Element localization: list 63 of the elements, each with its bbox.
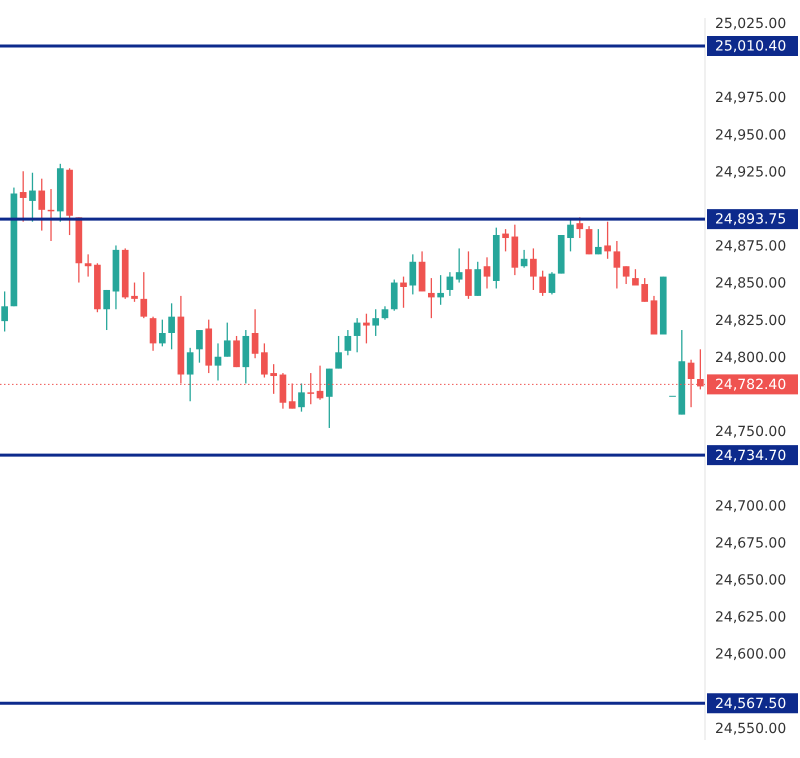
ref-line-label: 24,734.70: [715, 448, 786, 464]
candlestick: [484, 256, 490, 290]
candlestick: [382, 306, 388, 320]
candlestick: [604, 221, 611, 260]
candlestick: [298, 382, 305, 412]
candlestick: [335, 335, 342, 370]
candlestick: [539, 270, 546, 297]
candlestick: [548, 272, 556, 296]
y-tick-label: 24,975.00: [715, 90, 786, 106]
candlestick: [214, 342, 222, 382]
candlestick: [567, 218, 574, 252]
y-tick-label: 24,650.00: [715, 572, 786, 588]
candlestick: [632, 268, 639, 286]
candlestick: [158, 318, 166, 348]
candlestick: [437, 274, 444, 306]
candlestick: [614, 240, 620, 290]
candlestick: [48, 188, 54, 242]
candlestick: [131, 282, 138, 302]
y-tick-label: 25,025.00: [715, 16, 786, 32]
candlestick: [502, 228, 509, 252]
candlestick: [641, 277, 648, 302]
candlestick: [354, 318, 360, 353]
candlestick: [400, 276, 407, 308]
ref-line-label: 24,567.50: [715, 696, 786, 712]
candlestick: [576, 216, 584, 239]
candlestick: [594, 228, 602, 255]
candlestick: [20, 170, 27, 222]
y-tick-label: 24,675.00: [715, 535, 786, 552]
ref-line-label: 25,010.40: [715, 38, 786, 55]
candlestick: [372, 308, 380, 337]
y-tick-label: 24,800.00: [715, 350, 786, 366]
candlestick: [344, 329, 352, 356]
candlestick: [530, 248, 537, 291]
candlestick: [168, 302, 175, 350]
candlestick: [622, 266, 630, 285]
candlestick: [196, 329, 203, 364]
y-tick-label: 24,550.00: [715, 720, 786, 737]
candlestick: [446, 272, 454, 297]
y-tick-label: 24,625.00: [715, 610, 786, 626]
ref-line-label: 24,893.75: [715, 212, 786, 228]
candlestick: [261, 342, 268, 378]
candlestick: [363, 313, 370, 344]
candlestick: [29, 172, 36, 222]
candlestick: [252, 308, 258, 359]
y-tick-label: 24,825.00: [715, 312, 786, 329]
candlestick: [103, 289, 110, 331]
candlestick: [456, 248, 463, 284]
y-tick-label: 24,850.00: [715, 276, 786, 292]
candlestick: [428, 277, 435, 319]
candlestick: [140, 272, 148, 319]
candlestick: [409, 254, 416, 296]
y-tick-label: 24,700.00: [715, 498, 786, 514]
candlestick: [38, 178, 46, 232]
y-tick-label: 24,875.00: [715, 238, 786, 255]
y-tick-label: 24,600.00: [715, 646, 786, 663]
candlestick: [186, 347, 194, 402]
candlestick: [224, 322, 231, 358]
ref-line-label: 24,782.40: [715, 376, 786, 393]
candlestick: [1, 290, 8, 332]
y-tick-label: 24,925.00: [715, 164, 786, 180]
y-tick-label: 24,950.00: [715, 127, 786, 144]
y-tick-label: 24,750.00: [715, 424, 786, 440]
candlestick: [520, 249, 528, 268]
